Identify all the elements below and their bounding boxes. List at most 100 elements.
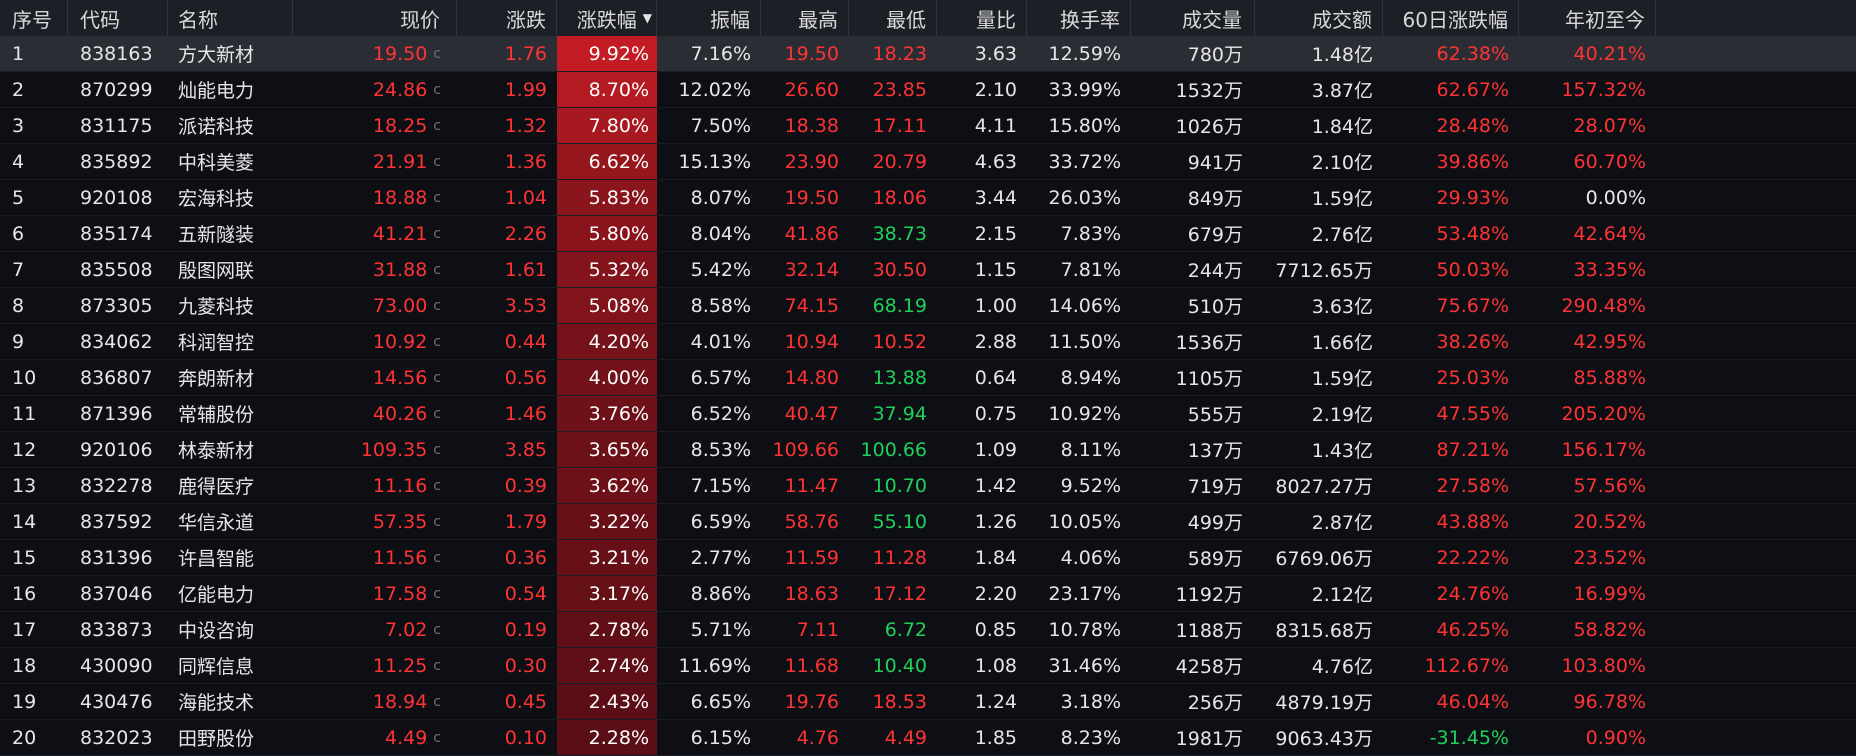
turnover-value: 12.59% [1048,42,1121,65]
amount-value: 1.48亿 [1311,44,1373,66]
table-row[interactable]: 1 838163 方大新材 19.50 c 1.76 9.92% 7.16% 19.50 18.2… [0,36,1856,72]
cell-pct: 3.76% [557,396,657,431]
code-value: 832023 [80,726,153,749]
turnover-value: 26.03% [1048,186,1121,209]
cell-vr: 1.09 [937,432,1027,467]
col-header-high[interactable]: 最高 [761,0,849,36]
cell-amp: 12.02% [657,72,761,107]
amp-value: 15.13% [678,150,751,173]
table-row[interactable]: 4 835892 中科美菱 21.91 c 1.36 6.62% 15.13% 23.90 20.… [0,144,1856,180]
price-suffix: c [433,729,441,746]
code-value: 870299 [80,78,153,101]
cell-name: 海能技术 [168,684,293,719]
col-header-vr[interactable]: 量比 [937,0,1027,36]
vr-value: 1.00 [974,294,1017,317]
cell-seq: 9 [0,324,68,359]
cell-d60: 28.48% [1383,108,1519,143]
low-value: 38.73 [872,222,927,245]
col-header-change[interactable]: 涨跌 [457,0,557,36]
cell-high: 19.50 [761,180,849,215]
price-suffix: c [433,333,441,350]
table-row[interactable]: 11 871396 常辅股份 40.26 c 1.46 3.76% 6.52% 40.47 37.… [0,396,1856,432]
cell-change: 1.79 [457,504,557,539]
low-value: 23.85 [872,78,927,101]
vr-value: 1.08 [974,654,1017,677]
table-row[interactable]: 5 920108 宏海科技 18.88 c 1.04 5.83% 8.07% 19.50 18.0… [0,180,1856,216]
table-row[interactable]: 20 832023 田野股份 4.49 c 0.10 2.28% 6.15% 4.76 4.49 1… [0,720,1856,756]
table-row[interactable]: 14 837592 华信永道 57.35 c 1.79 3.22% 6.59% 58.76 55.… [0,504,1856,540]
seq-value: 11 [12,402,37,425]
cell-volume: 1532万 [1131,72,1255,107]
table-row[interactable]: 2 870299 灿能电力 24.86 c 1.99 8.70% 12.02% 26.60 23.… [0,72,1856,108]
pct-value: 3.22% [588,510,649,533]
cell-amount: 3.87亿 [1255,72,1383,107]
col-header-pct[interactable]: 涨跌幅 ▼ [557,0,657,36]
col-header-d60[interactable]: 60日涨跌幅 [1383,0,1519,36]
price-suffix: c [433,297,441,314]
cell-seq: 6 [0,216,68,251]
table-row[interactable]: 19 430476 海能技术 18.94 c 0.45 2.43% 6.65% 19.76 18.… [0,684,1856,720]
table-row[interactable]: 3 831175 派诺科技 18.25 c 1.32 7.80% 7.50% 18.38 17.1… [0,108,1856,144]
vr-value: 3.63 [974,42,1017,65]
cell-code: 430090 [68,648,168,683]
pct-value: 5.80% [588,222,649,245]
cell-change: 0.56 [457,360,557,395]
cell-turnover: 15.80% [1027,108,1131,143]
cell-d60: 53.48% [1383,216,1519,251]
price-suffix: c [433,189,441,206]
change-value: 1.46 [504,402,547,425]
cell-ytd: 40.21% [1519,36,1656,71]
name-value: 亿能电力 [178,584,255,606]
ytd-value: 58.82% [1573,618,1646,641]
amount-value: 2.10亿 [1311,152,1373,174]
table-row[interactable]: 12 920106 林泰新材 109.35 c 3.85 3.65% 8.53% 109.66 1… [0,432,1856,468]
cell-turnover: 26.03% [1027,180,1131,215]
price-value: 11.16 [372,474,428,497]
col-header-low[interactable]: 最低 [849,0,937,36]
cell-code: 920106 [68,432,168,467]
low-value: 6.72 [884,618,927,641]
d60-value: 75.67% [1436,294,1509,317]
seq-value: 17 [12,618,37,641]
table-row[interactable]: 8 873305 九菱科技 73.00 c 3.53 5.08% 8.58% 74.15 68.1… [0,288,1856,324]
col-header-code[interactable]: 代码 [68,0,168,36]
table-row[interactable]: 10 836807 奔朗新材 14.56 c 0.56 4.00% 6.57% 14.80 13.… [0,360,1856,396]
col-header-turnover[interactable]: 换手率 [1027,0,1131,36]
col-header-amount[interactable]: 成交额 [1255,0,1383,36]
table-row[interactable]: 15 831396 许昌智能 11.56 c 0.36 3.21% 2.77% 11.59 11.… [0,540,1856,576]
table-row[interactable]: 9 834062 科润智控 10.92 c 0.44 4.20% 4.01% 10.94 10.5… [0,324,1856,360]
table-row[interactable]: 7 835508 殷图网联 31.88 c 1.61 5.32% 5.42% 32.14 30.5… [0,252,1856,288]
cell-amp: 4.01% [657,324,761,359]
cell-turnover: 7.83% [1027,216,1131,251]
table-row[interactable]: 18 430090 同辉信息 11.25 c 0.30 2.74% 11.69% 11.68 10… [0,648,1856,684]
name-value: 华信永道 [178,512,255,534]
change-value: 0.54 [504,582,547,605]
cell-low: 20.79 [849,144,937,179]
col-header-amp[interactable]: 振幅 [657,0,761,36]
cell-turnover: 23.17% [1027,576,1131,611]
cell-seq: 18 [0,648,68,683]
table-row[interactable]: 17 833873 中设咨询 7.02 c 0.19 2.78% 5.71% 7.11 6.72 0… [0,612,1856,648]
table-row[interactable]: 6 835174 五新隧装 41.21 c 2.26 5.80% 8.04% 41.86 38.7… [0,216,1856,252]
cell-d60: 27.58% [1383,468,1519,503]
vr-value: 0.64 [974,366,1017,389]
d60-value: 47.55% [1436,402,1509,425]
cell-price: 11.16 c [293,468,457,503]
col-header-volume[interactable]: 成交量 [1131,0,1255,36]
cell-change: 0.44 [457,324,557,359]
col-header-seq[interactable]: 序号 [0,0,68,36]
high-value: 23.90 [784,150,839,173]
cell-name: 田野股份 [168,720,293,755]
table-row[interactable]: 13 832278 鹿得医疗 11.16 c 0.39 3.62% 7.15% 11.47 10.… [0,468,1856,504]
cell-turnover: 33.72% [1027,144,1131,179]
price-suffix: c [433,405,441,422]
table-row[interactable]: 16 837046 亿能电力 17.58 c 0.54 3.17% 8.86% 18.63 17.… [0,576,1856,612]
col-header-label: 年初至今 [1565,7,1645,32]
name-value: 九菱科技 [178,296,255,318]
amp-value: 7.50% [690,114,751,137]
ytd-value: 0.90% [1585,726,1646,749]
sort-desc-icon: ▼ [642,11,652,25]
col-header-ytd[interactable]: 年初至今 [1519,0,1656,36]
col-header-name[interactable]: 名称 [168,0,293,36]
col-header-price[interactable]: 现价 [293,0,457,36]
